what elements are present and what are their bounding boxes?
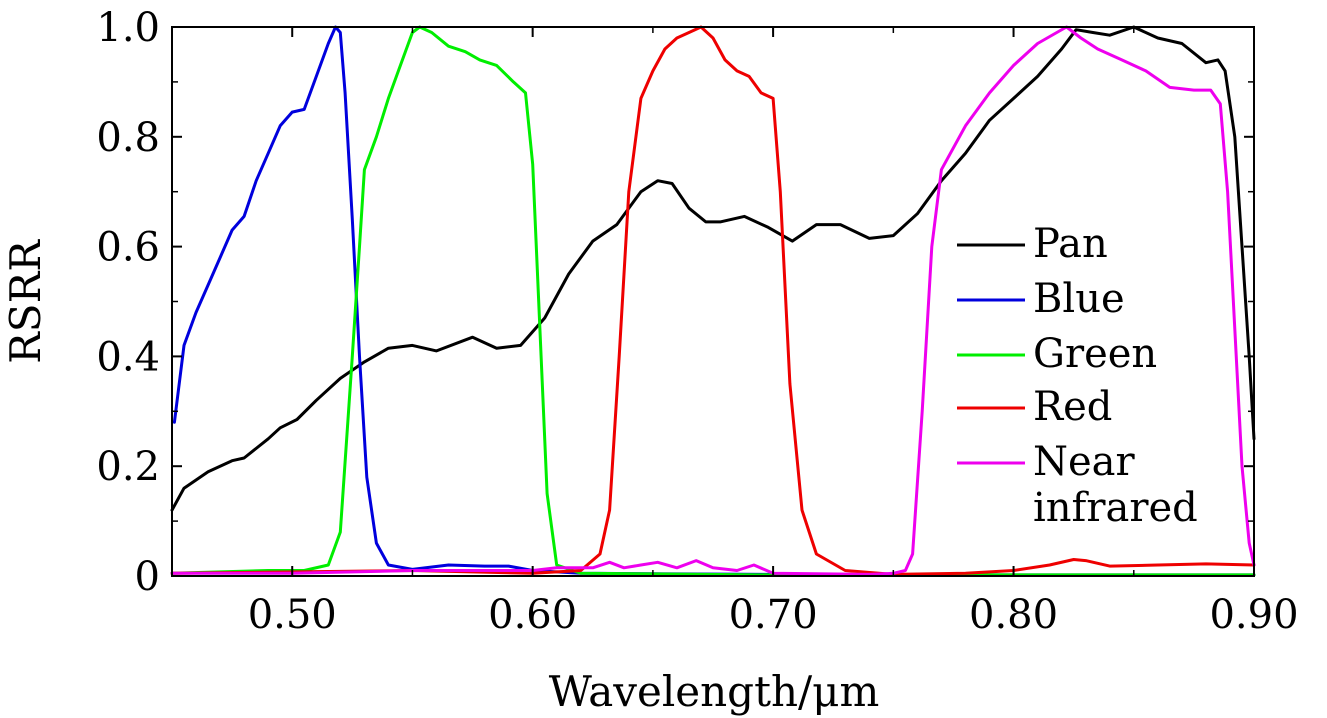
y-tick-label: 1.0	[96, 5, 160, 51]
y-tick-label: 0.6	[96, 225, 160, 271]
y-tick-label: 0	[135, 554, 160, 600]
legend-item-blue: Blue	[957, 276, 1125, 322]
legend-label: Blue	[1033, 276, 1125, 322]
legend-item-red: Red	[957, 384, 1112, 430]
ticks-layer: 0.50 0.60 0.70 0.80 0.90 0 0.2 0.4 0.6 0.8 1.0	[96, 5, 1298, 638]
y-axis-label: RSRR	[1, 239, 50, 364]
x-axis-label: Wavelength/μm	[549, 667, 880, 716]
y-tick-label: 0.2	[96, 444, 160, 490]
x-tick-label: 0.50	[248, 592, 337, 638]
legend-item-green: Green	[957, 331, 1157, 377]
legend-label: Near	[1033, 439, 1136, 485]
legend-item-pan: Pan	[957, 221, 1108, 267]
series-line-near-infrared	[170, 25, 1256, 576]
x-tick-label: 0.60	[488, 592, 577, 638]
y-tick-label: 0.4	[96, 334, 160, 380]
x-tick-label: 0.90	[1209, 592, 1298, 638]
legend-label: infrared	[1033, 485, 1198, 531]
series-line-pan	[170, 25, 1256, 512]
legend-label: Pan	[1033, 221, 1108, 267]
series-line-red	[170, 25, 1256, 576]
legend-label: Green	[1033, 331, 1157, 377]
x-tick-label: 0.70	[729, 592, 818, 638]
y-tick-label: 0.8	[96, 115, 160, 161]
x-tick-label: 0.80	[969, 592, 1058, 638]
series-line-blue	[172, 25, 1256, 577]
legend-label: Red	[1033, 384, 1112, 430]
series-line-green	[170, 25, 1256, 577]
series-layer	[170, 25, 1256, 577]
